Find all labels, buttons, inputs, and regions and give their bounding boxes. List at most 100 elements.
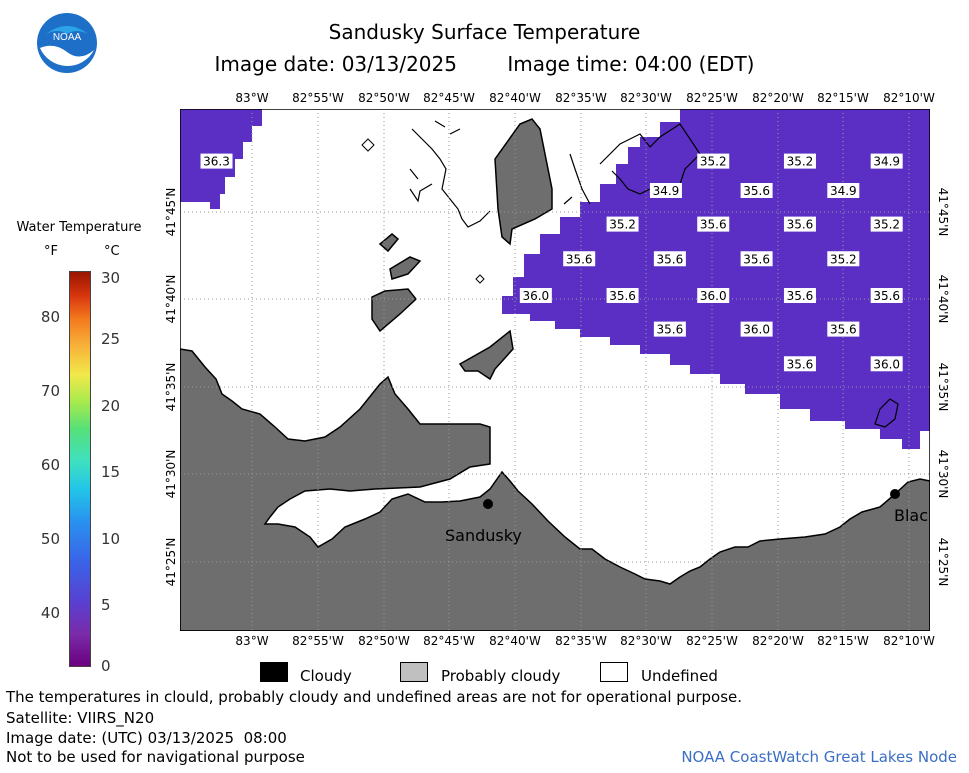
temperature-label-bg [606, 216, 639, 232]
colorbar-tick-f: 50 [40, 530, 60, 548]
temperature-label-bg [563, 251, 596, 267]
shoal-marker [361, 138, 485, 284]
temperature-value: 35.2 [830, 252, 857, 266]
legend-label-probably-cloudy: Probably cloudy [441, 667, 561, 685]
temperature-label-bg [200, 153, 233, 169]
temperature-label: 35.6 [740, 182, 773, 198]
temperature-label: 35.6 [563, 251, 596, 267]
lat-label-left: 41°35'N [164, 362, 178, 412]
temperature-label: 35.6 [740, 251, 773, 267]
image-date: Image date: 03/13/2025 [214, 52, 457, 76]
temperature-label: 35.2 [697, 153, 730, 169]
temperature-value: 35.6 [566, 252, 593, 266]
colorbar-tick-c: 30 [101, 269, 121, 287]
temperature-label-bg [783, 153, 816, 169]
temperature-labels: 36.3 35.2 35.2 34.9 34.9 35.6 34.9 35.2 35.6 35.6… [200, 153, 903, 372]
lat-label-right: 41°25'N [936, 537, 950, 587]
lon-label: 82°50'W [358, 634, 410, 648]
graticule [180, 109, 930, 631]
temperature-label: 35.2 [606, 216, 639, 232]
lon-label: 82°10'W [883, 91, 935, 105]
temperature-label: 34.9 [827, 182, 860, 198]
lon-label: 82°25'W [686, 634, 738, 648]
temperature-label-bg [870, 216, 903, 232]
temperature-label-bg [827, 182, 860, 198]
svg-text:NOAA: NOAA [53, 32, 82, 43]
colorbar-tick-f: 60 [40, 456, 60, 474]
temperature-label: 35.2 [870, 216, 903, 232]
temperature-value: 36.0 [873, 357, 900, 371]
utc-date: Image date: (UTC) 03/13/2025 08:00 [6, 729, 287, 747]
lat-label-right: 41°40'N [936, 274, 950, 324]
lon-label: 82°40'W [489, 91, 541, 105]
lat-label-left: 41°25'N [164, 537, 178, 587]
water-region-east [502, 109, 930, 449]
temperature-value: 35.2 [787, 155, 814, 169]
lon-label: 82°35'W [555, 634, 607, 648]
disclaimer: The temperatures in clould, probably clo… [6, 688, 743, 706]
temperature-label: 35.2 [827, 251, 860, 267]
lon-label: 82°50'W [358, 91, 410, 105]
map-title: Sandusky Surface Temperature [328, 20, 641, 44]
temperature-label: 35.2 [783, 153, 816, 169]
temperature-label-bg [653, 251, 686, 267]
temperature-label-bg [740, 182, 773, 198]
island-pelee [494, 118, 553, 246]
colorbar-tick-c: 20 [101, 397, 121, 415]
temperature-label-bg [697, 153, 730, 169]
image-datetime: Image date: 03/13/2025 Image time: 04:00… [0, 52, 969, 76]
temperature-label: 35.6 [653, 251, 686, 267]
lon-label: 82°20'W [752, 91, 804, 105]
temperature-value: 35.6 [609, 289, 636, 303]
temperature-label-bg [870, 153, 903, 169]
temperature-label: 35.6 [653, 321, 686, 337]
temperature-label-bg [606, 288, 639, 304]
colorbar-title: Water Temperature [16, 220, 142, 235]
colorbar-tick-c: 10 [101, 530, 121, 548]
temperature-label: 35.6 [783, 216, 816, 232]
temperature-label-bg [870, 288, 903, 304]
temperature-value: 34.9 [873, 155, 900, 169]
colorbar [69, 271, 91, 667]
temperature-label: 34.9 [649, 182, 682, 198]
temperature-label: 35.6 [606, 288, 639, 304]
credit-link[interactable]: NOAA CoastWatch Great Lakes Node [681, 748, 957, 766]
temperature-value: 34.9 [830, 184, 857, 198]
lon-label: 83°W [235, 634, 269, 648]
lon-label: 82°15'W [817, 634, 869, 648]
temperature-label: 35.6 [870, 288, 903, 304]
coastline-southeast [874, 398, 899, 428]
lon-label: 82°55'W [292, 634, 344, 648]
temperature-label-bg [697, 216, 730, 232]
colorbar-tick-c: 5 [101, 596, 111, 614]
colorbar-tick-c: 15 [101, 463, 121, 481]
lat-label-right: 41°45'N [936, 187, 950, 237]
temperature-label: 36.3 [200, 153, 233, 169]
temperature-value: 36.0 [743, 323, 770, 337]
temperature-value: 34.9 [653, 184, 680, 198]
temperature-label-bg [783, 216, 816, 232]
temperature-label-bg [827, 321, 860, 337]
temperature-value: 36.0 [522, 289, 549, 303]
temperature-label-bg [740, 251, 773, 267]
noaa-logo-icon: NOAA [37, 13, 97, 73]
temperature-label-bg [870, 356, 903, 372]
island-small [378, 233, 400, 253]
temperature-label-bg [783, 288, 816, 304]
colorbar-tick-f: 70 [40, 382, 60, 400]
legend-label-cloudy: Cloudy [300, 667, 352, 685]
temperature-label: 35.6 [783, 288, 816, 304]
temperature-label-bg [783, 356, 816, 372]
temperature-value: 35.6 [787, 357, 814, 371]
lat-label-right: 41°30'N [936, 449, 950, 499]
lon-label: 82°45'W [423, 91, 475, 105]
lon-label: 82°15'W [817, 91, 869, 105]
temperature-value: 35.6 [657, 252, 684, 266]
temperature-label-bg [653, 321, 686, 337]
temperature-value: 35.6 [787, 218, 814, 232]
lon-label: 82°20'W [752, 634, 804, 648]
temperature-value: 35.6 [873, 289, 900, 303]
temperature-label-bg [649, 182, 682, 198]
lon-label: 82°45'W [423, 634, 475, 648]
legend-label-undefined: Undefined [641, 667, 718, 685]
